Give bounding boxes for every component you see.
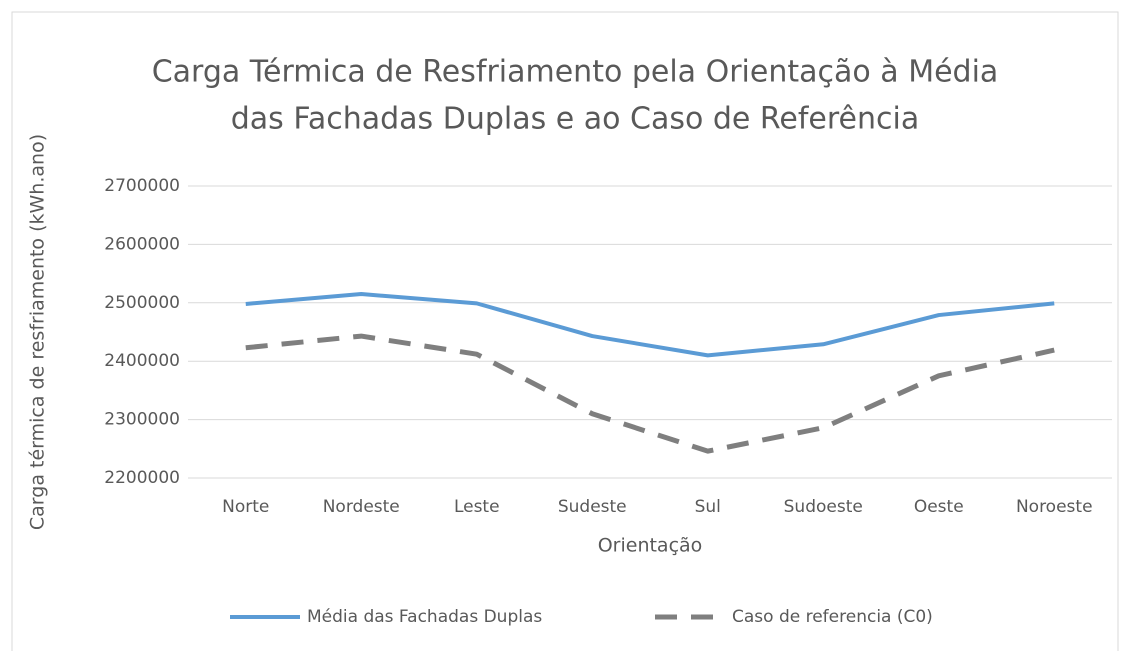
x-tick-label: Noroeste xyxy=(1016,497,1093,517)
chart-border xyxy=(11,11,1119,651)
y-tick-label: 2300000 xyxy=(104,410,180,430)
y-tick-label: 2700000 xyxy=(104,176,180,196)
y-tick-label: 2500000 xyxy=(104,293,180,313)
x-axis-title: Orientação xyxy=(598,535,703,557)
chart-title: das Fachadas Duplas e ao Caso de Referên… xyxy=(231,102,920,137)
x-tick-label: Sudoeste xyxy=(784,497,863,517)
x-tick-label: Sul xyxy=(695,497,721,517)
y-tick-label: 2200000 xyxy=(104,468,180,488)
legend-label: Média das Fachadas Duplas xyxy=(307,607,542,627)
line-series xyxy=(245,292,1055,358)
x-tick-label: Oeste xyxy=(914,497,964,517)
y-axis-title: Carga térmica de resfriamento (kWh.ano) xyxy=(27,134,49,530)
legend-label: Caso de referencia (C0) xyxy=(732,607,933,627)
y-tick-label: 2400000 xyxy=(104,351,180,371)
x-tick-label: Norte xyxy=(222,497,269,517)
x-tick-label: Leste xyxy=(454,497,500,517)
x-tick-label: Nordeste xyxy=(323,497,400,517)
y-tick-label: 2600000 xyxy=(104,234,180,254)
x-tick-label: Sudeste xyxy=(558,497,627,517)
chart-title: Carga Térmica de Resfriamento pela Orien… xyxy=(152,55,999,90)
